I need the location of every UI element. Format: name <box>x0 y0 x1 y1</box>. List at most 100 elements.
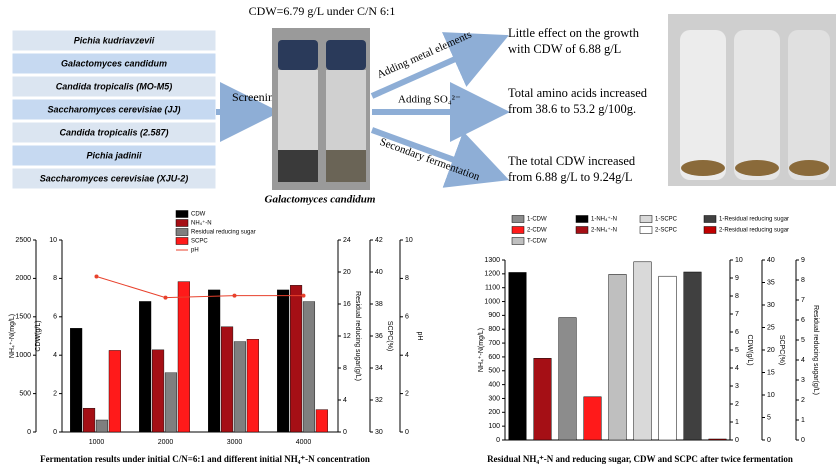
y-tick-label: 2 <box>53 390 57 397</box>
axis-title: CDW(g/L) <box>746 334 753 365</box>
y-tick-label: 0 <box>801 437 805 444</box>
y-tick-label: 12 <box>343 333 351 340</box>
bar <box>277 289 290 433</box>
y-tick-label: 0 <box>27 429 31 436</box>
legend-label: SCPC <box>191 239 208 245</box>
result-text: from 6.88 g/L to 9.24g/L <box>508 170 633 184</box>
bar <box>177 281 190 433</box>
y-tick-label: 0 <box>767 437 771 444</box>
point <box>163 295 168 300</box>
y-tick-label: 32 <box>375 397 383 404</box>
y-tick-label: 38 <box>375 301 383 308</box>
bar <box>151 349 165 433</box>
bar <box>95 419 109 433</box>
axis-title: Residual reducing sugar(g/L) <box>354 291 361 381</box>
y-tick-label: 7 <box>801 297 805 304</box>
bar <box>70 328 83 433</box>
bar <box>683 271 702 441</box>
y-tick-label: 8 <box>405 275 409 282</box>
y-tick-label: 1100 <box>485 285 500 292</box>
legend-label: 2-CDW <box>527 228 547 234</box>
y-tick-label: 6 <box>405 314 409 321</box>
chart-caption: Fermentation results under initial C/N=6… <box>40 454 370 464</box>
axis-title: SCPC(%) <box>778 335 785 365</box>
y-tick-label: 10 <box>49 237 57 244</box>
legend-label: NH₄⁺-N <box>191 220 212 227</box>
legend-label: Residual reducing sugar <box>191 230 256 236</box>
strain-box <box>11 121 217 144</box>
bar <box>708 438 727 441</box>
legend-swatch <box>511 226 525 234</box>
bar <box>108 350 121 433</box>
strain-name: Candida tropicalis (MO-M5) <box>56 81 173 91</box>
strain-name: Saccharomyces cerevisiae (JJ) <box>47 104 180 114</box>
bar <box>246 339 259 433</box>
y-tick-label: 10 <box>735 257 743 264</box>
y-tick-label: 16 <box>343 301 351 308</box>
y-tick-label: 500 <box>488 368 500 375</box>
y-tick-label: 8 <box>735 293 739 300</box>
point <box>301 293 306 298</box>
axis-title: CDW(g/L) <box>35 320 42 351</box>
line <box>96 276 304 299</box>
bar <box>139 301 152 433</box>
bar <box>82 407 96 433</box>
y-tick-label: 2 <box>405 390 409 397</box>
y-tick-label: 8 <box>343 365 347 372</box>
legend-swatch <box>175 228 189 236</box>
point <box>232 293 237 298</box>
y-tick-label: 0 <box>735 437 739 444</box>
y-tick-label: 200 <box>488 409 500 416</box>
y-tick-label: 7 <box>735 311 739 318</box>
bar <box>302 301 316 433</box>
legend-swatch <box>175 219 189 227</box>
y-tick-label: 4 <box>735 365 739 372</box>
strain-name: Saccharomyces cerevisiae (XJU-2) <box>40 173 189 183</box>
y-tick-label: 2 <box>735 401 739 408</box>
result-text: Little effect on the growth <box>508 26 640 40</box>
flask-photo <box>668 14 836 186</box>
y-tick-label: 35 <box>767 279 775 286</box>
legend-label: 1-Residual reducing sugar <box>719 217 789 223</box>
legend-swatch <box>575 226 589 234</box>
y-tick-label: 4 <box>801 357 805 364</box>
y-tick-label: 4 <box>343 397 347 404</box>
y-tick-label: 36 <box>375 333 383 340</box>
strain-name: Pichia kudriavzevii <box>74 35 155 45</box>
bar <box>533 358 552 441</box>
y-tick-label: 15 <box>767 369 775 376</box>
screening-label: Screening <box>232 90 280 104</box>
y-tick-label: 9 <box>801 257 805 264</box>
y-tick-label: 4 <box>53 352 57 359</box>
legend-label: 1-SCPC <box>655 217 678 223</box>
strain-box <box>11 144 217 167</box>
arrow <box>370 32 509 99</box>
y-tick-label: 40 <box>375 269 383 276</box>
legend-swatch <box>511 215 525 223</box>
y-tick-label: 0 <box>343 429 347 436</box>
y-tick-label: 2 <box>801 397 805 404</box>
legend-label: 1-CDW <box>527 217 547 223</box>
bar <box>289 285 303 433</box>
legend-swatch <box>175 210 189 218</box>
legend-swatch <box>175 237 189 245</box>
y-tick-label: 1 <box>735 419 739 426</box>
legend-swatch <box>639 215 653 223</box>
y-tick-label: 1300 <box>484 257 500 264</box>
result-text: with CDW of 6.88 g/L <box>508 42 621 56</box>
y-tick-label: 0 <box>53 429 57 436</box>
point <box>94 274 99 279</box>
y-tick-label: 25 <box>767 324 775 331</box>
result-text: from 38.6 to 53.2 g/100g. <box>508 102 636 116</box>
chart: Residual NH₄⁺-N and reducing sugar, CDW … <box>478 215 819 464</box>
bar <box>633 261 652 441</box>
y-tick-label: 30 <box>375 429 383 436</box>
y-tick-label: 5 <box>735 347 739 354</box>
result-text: Total amino acids increased <box>508 86 648 100</box>
y-tick-label: 6 <box>735 329 739 336</box>
title: CDW=6.79 g/L under C/N 6:1 <box>249 4 396 18</box>
y-tick-label: 0 <box>496 437 500 444</box>
y-tick-label: 5 <box>767 414 771 421</box>
y-tick-label: 3 <box>801 377 805 384</box>
